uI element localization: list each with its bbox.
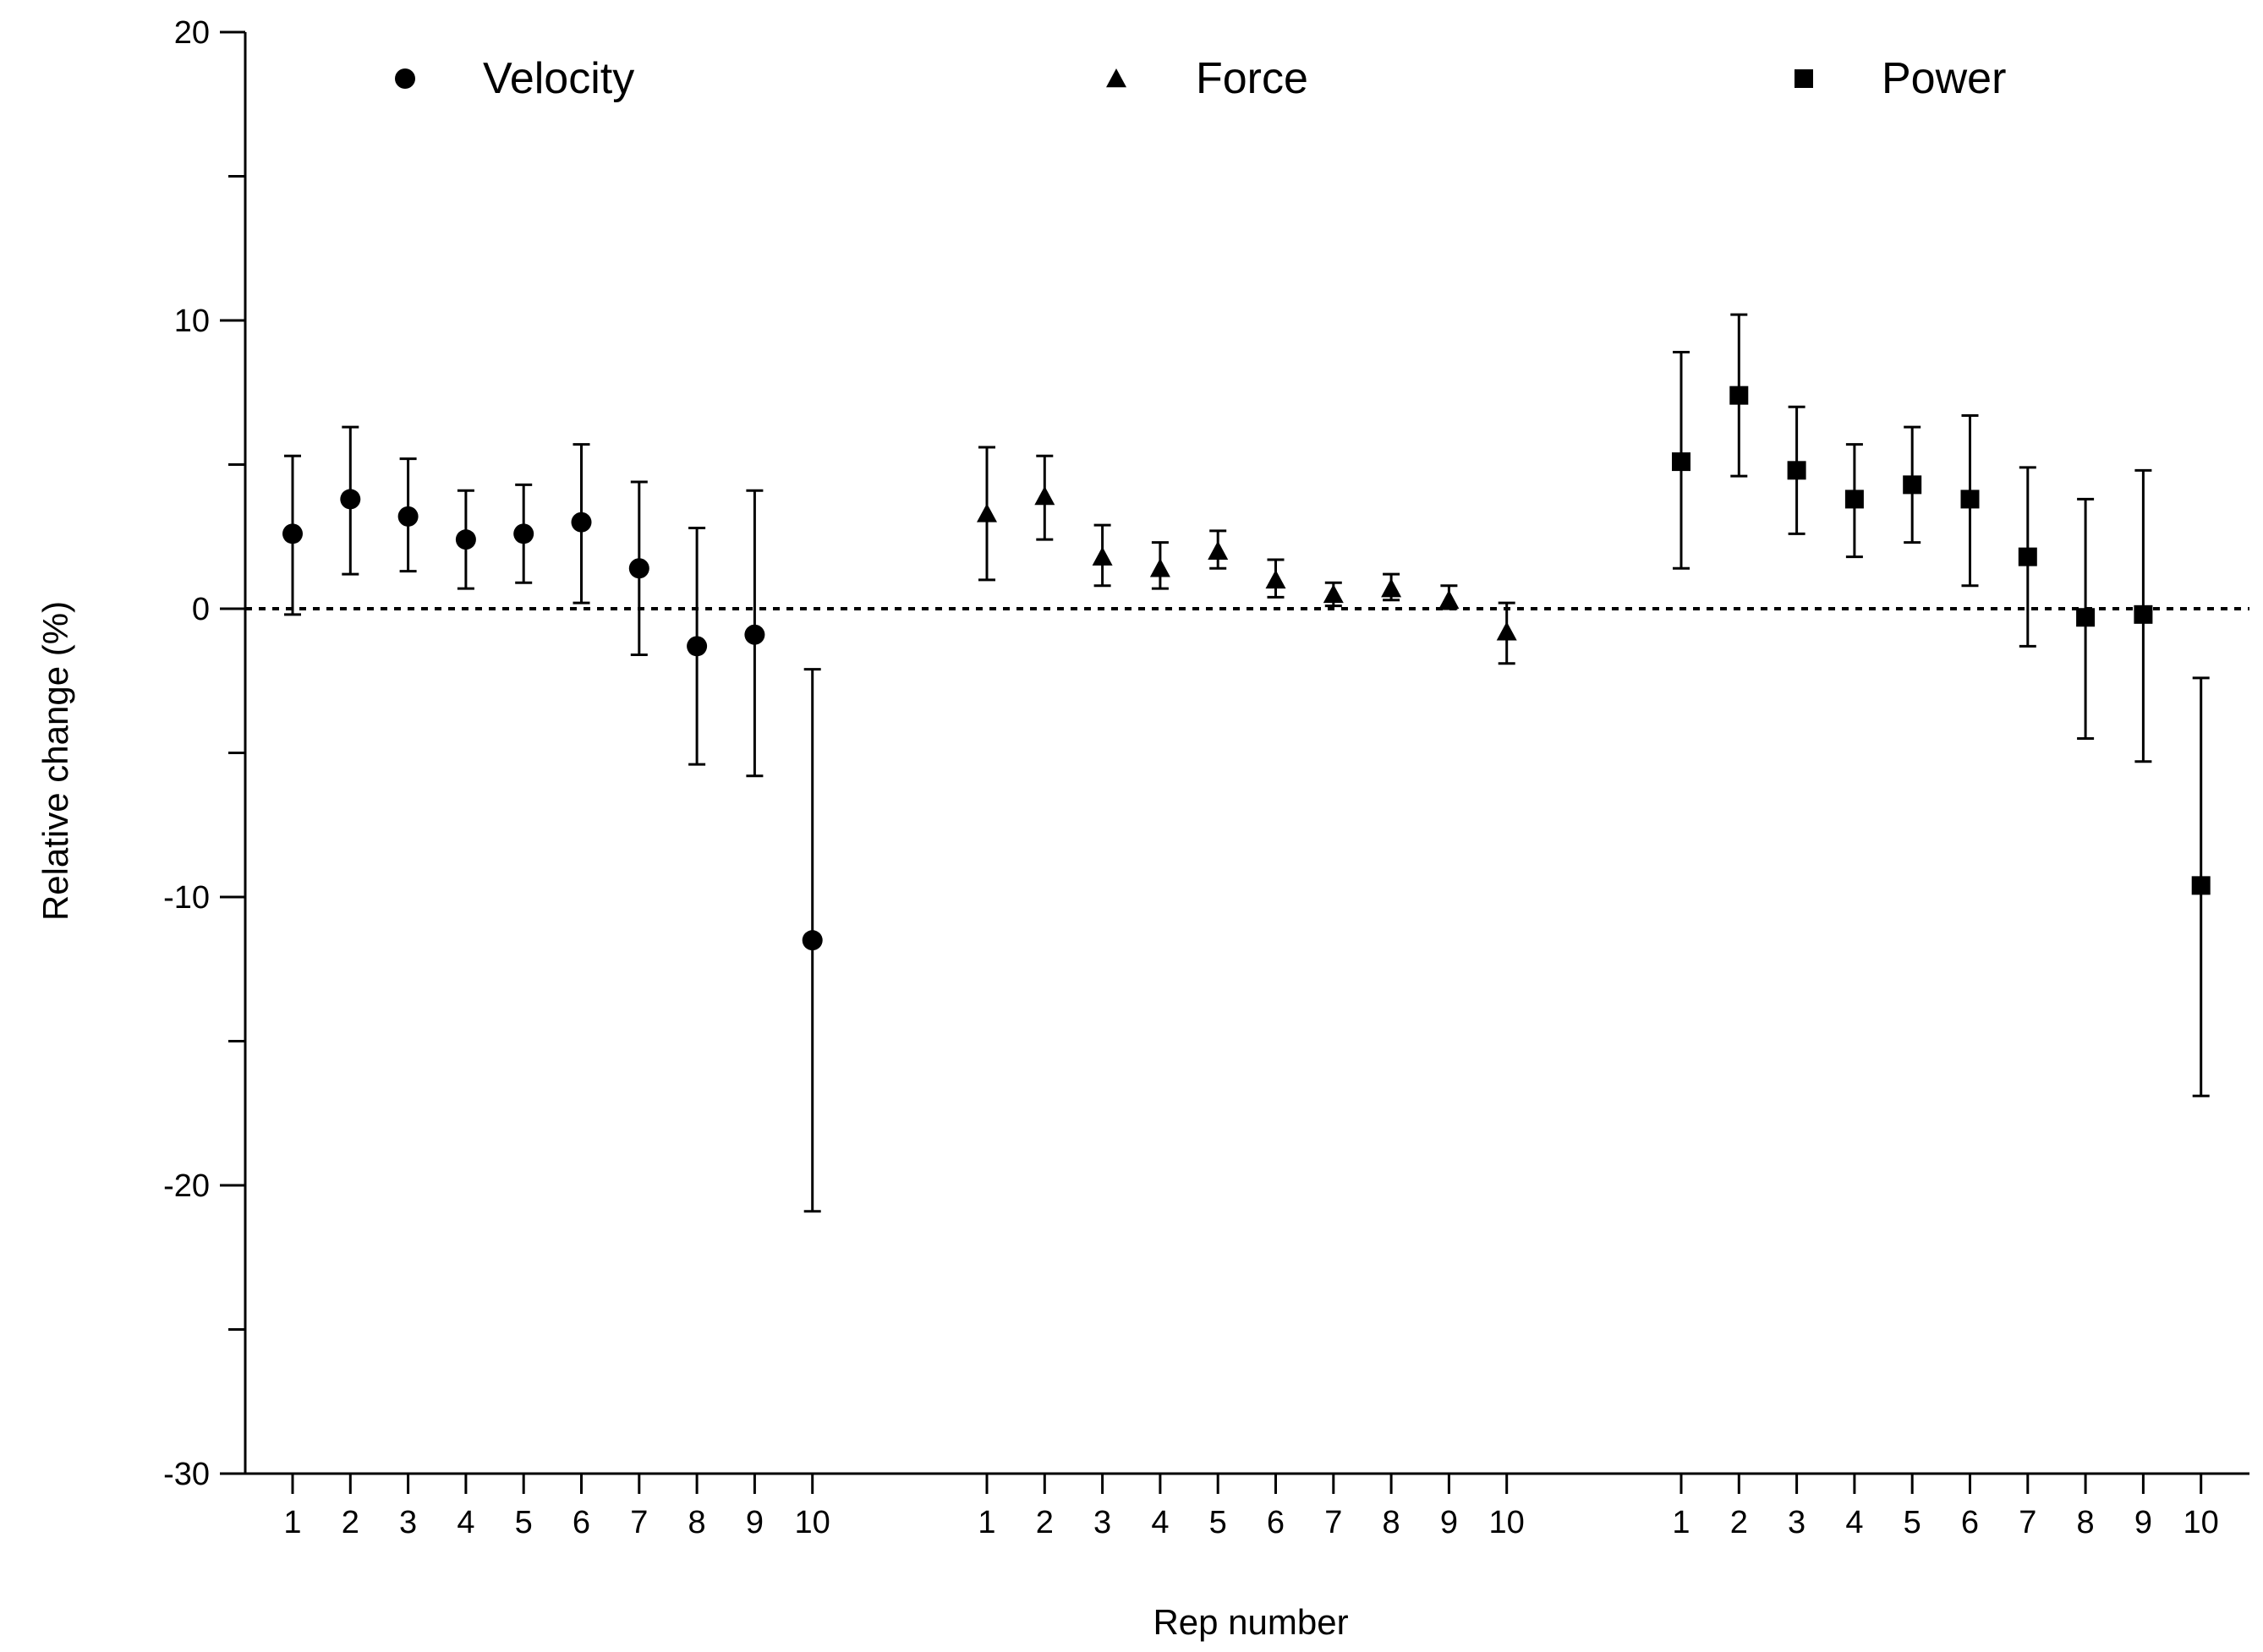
legend-marker-force (1106, 68, 1126, 88)
x-tick-label: 3 (1788, 1505, 1805, 1540)
power-point (1787, 461, 1806, 480)
x-tick-label: 7 (630, 1505, 648, 1540)
legend: Velocity Force Power (395, 54, 2006, 103)
legend-marker-power (1795, 69, 1813, 88)
legend-label-velocity: Velocity (483, 54, 634, 103)
x-tick-label: 2 (1730, 1505, 1748, 1540)
x-tick-label: 6 (1961, 1505, 1979, 1540)
x-tick-label: 10 (1489, 1505, 1525, 1540)
legend-marker-velocity (395, 68, 415, 89)
x-tick-label: 1 (1672, 1505, 1690, 1540)
x-tick-label: 8 (2077, 1505, 2095, 1540)
error-bars (284, 313, 2210, 1213)
force-point (1149, 558, 1170, 577)
y-axis-label: Relative change (%) (36, 601, 75, 921)
power-point (1903, 475, 1922, 495)
x-tick-label: 10 (795, 1505, 830, 1540)
x-tick-label: 1 (978, 1505, 995, 1540)
x-tick-label: 9 (1440, 1505, 1458, 1540)
velocity-point (744, 624, 765, 645)
x-tick-label: 2 (342, 1505, 359, 1540)
y-tick-label: 20 (174, 15, 210, 51)
velocity-point (282, 523, 303, 544)
x-tick-label: 8 (1383, 1505, 1400, 1540)
force-point (1323, 583, 1344, 604)
y-tick-label: 0 (192, 592, 210, 627)
x-tick-label: 4 (1845, 1505, 1863, 1540)
power-point (1672, 452, 1690, 472)
x-tick-label: 10 (2184, 1505, 2219, 1540)
legend-label-force: Force (1196, 54, 1308, 103)
velocity-point (455, 529, 476, 550)
x-tick-label: 6 (1267, 1505, 1285, 1540)
x-tick-label: 6 (573, 1505, 590, 1540)
y-tick-label: 10 (174, 304, 210, 339)
x-tick-label: 3 (399, 1505, 417, 1540)
x-tick-label: 7 (1324, 1505, 1342, 1540)
power-point (2018, 547, 2037, 566)
y-tick-label: -10 (163, 880, 210, 916)
force-point (1381, 578, 1402, 598)
force-point (1265, 569, 1286, 589)
velocity-point (628, 558, 649, 579)
power-point (1729, 386, 1749, 405)
y-tick-label: -20 (163, 1168, 210, 1204)
legend-label-power: Power (1882, 54, 2006, 103)
x-tick-label: 5 (515, 1505, 533, 1540)
power-point (1844, 490, 1864, 509)
velocity-point (571, 511, 592, 533)
x-tick-label: 8 (688, 1505, 706, 1540)
force-point (977, 503, 997, 522)
x-tick-label: 5 (1904, 1505, 1921, 1540)
x-tick-label: 5 (1209, 1505, 1227, 1540)
velocity-point (687, 636, 708, 657)
x-tick-label: 4 (1151, 1505, 1169, 1540)
x-tick-label: 2 (1036, 1505, 1054, 1540)
x-axis-ticks: 1 2 3 4 5 6 7 8 9 10 1 2 3 4 5 6 7 8 9 10 1 2 3 4 5 6 7 8 9 10 (283, 1474, 2219, 1540)
force-point (1208, 540, 1229, 560)
x-tick-label: 4 (457, 1505, 474, 1540)
x-tick-label: 7 (2019, 1505, 2036, 1540)
y-tick-label: -30 (163, 1457, 210, 1492)
x-tick-label: 9 (746, 1505, 764, 1540)
power-point (2191, 876, 2211, 895)
velocity-point (397, 506, 419, 527)
y-axis-ticks: 20 10 0 -10 -20 -30 (163, 15, 245, 1492)
x-axis-label: Rep number (1153, 1602, 1348, 1642)
velocity-point (340, 489, 361, 510)
velocity-point (802, 930, 823, 951)
force-point (1438, 589, 1460, 609)
force-point (1092, 546, 1113, 566)
power-point (1960, 490, 1980, 509)
x-tick-label: 3 (1093, 1505, 1111, 1540)
power-point (2134, 604, 2153, 624)
power-point (2076, 608, 2096, 627)
data-markers (282, 386, 2211, 951)
velocity-point (513, 523, 534, 544)
legend-item-force: Force (1106, 54, 1308, 103)
legend-item-velocity: Velocity (395, 54, 634, 103)
legend-item-power: Power (1795, 54, 2006, 103)
force-point (1496, 621, 1517, 641)
force-point (1034, 486, 1055, 506)
x-tick-label: 1 (283, 1505, 301, 1540)
x-tick-label: 9 (2134, 1505, 2152, 1540)
